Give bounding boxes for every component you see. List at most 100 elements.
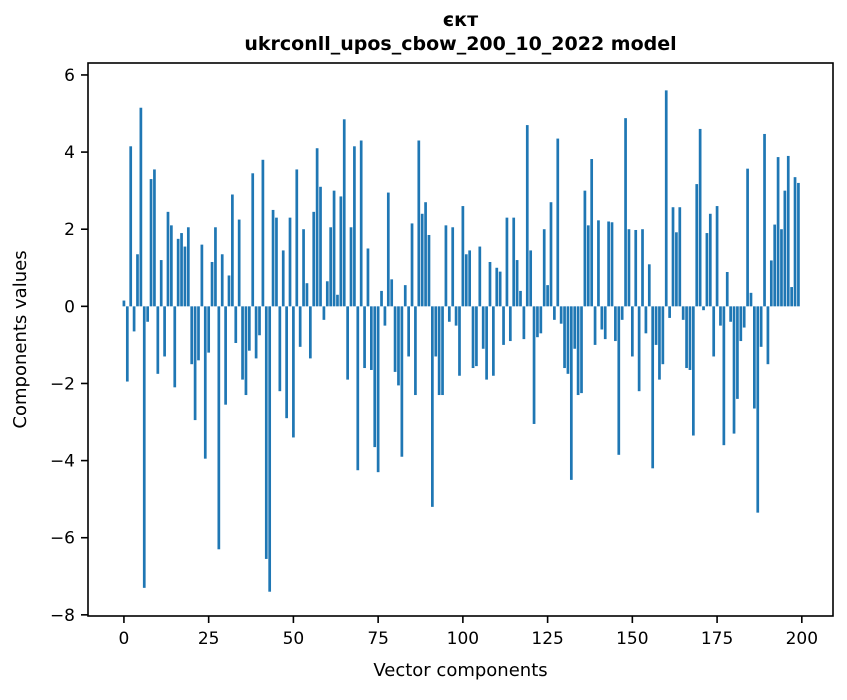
bar-component-131	[566, 306, 570, 374]
bar-component-148	[624, 118, 627, 307]
bar-component-193	[776, 157, 780, 307]
x-tick-label: 50	[283, 629, 305, 649]
bar-component-152	[637, 306, 641, 392]
bar-component-25	[207, 306, 211, 353]
bar-component-34	[237, 219, 241, 307]
bar-component-8	[149, 179, 153, 307]
bar-component-2	[129, 146, 133, 307]
bar-component-37	[247, 306, 251, 351]
bar-component-160	[664, 90, 668, 307]
bar-component-163	[675, 232, 678, 307]
bar-component-98	[454, 306, 458, 326]
x-tick-label: 25	[198, 629, 220, 649]
bar-component-102	[468, 250, 472, 307]
bar-component-63	[336, 294, 339, 307]
y-tick-label: 4	[64, 143, 75, 163]
bar-component-181	[736, 306, 739, 399]
bar-component-198	[793, 177, 797, 307]
bar-component-174	[712, 306, 716, 357]
bar-component-9	[153, 169, 156, 307]
bar-component-20	[190, 306, 194, 365]
x-tick-label: 0	[119, 629, 130, 649]
bar-component-81	[397, 306, 400, 386]
x-tick-label: 100	[447, 629, 479, 649]
bar-component-4	[136, 254, 139, 307]
bar-component-56	[312, 211, 316, 307]
bar-component-73	[370, 306, 373, 370]
bar-component-143	[607, 221, 610, 307]
bar-component-84	[407, 306, 410, 357]
bar-component-114	[508, 306, 512, 342]
bar-component-156	[651, 306, 655, 469]
bar-component-0	[122, 300, 126, 307]
bar-component-89	[424, 202, 427, 307]
bar-component-105	[478, 246, 482, 307]
bar-component-33	[234, 306, 238, 343]
bar-component-123	[539, 306, 543, 334]
bar-component-95	[444, 225, 448, 307]
bar-component-132	[569, 306, 573, 480]
bar-component-100	[461, 206, 465, 307]
bar-component-66	[346, 306, 349, 380]
bar-component-134	[576, 306, 580, 396]
bar-component-12	[163, 306, 166, 357]
bar-component-169	[695, 184, 699, 307]
bar-component-90	[427, 234, 431, 307]
x-tick-label: 150	[616, 629, 648, 649]
bar-component-41	[261, 159, 265, 307]
bar-component-141	[600, 306, 604, 330]
bar-component-74	[373, 306, 377, 448]
bar-component-109	[492, 306, 495, 376]
bar-component-14	[170, 225, 173, 307]
bar-component-108	[488, 261, 492, 307]
bar-component-47	[281, 250, 285, 307]
bar-component-113	[505, 217, 509, 307]
x-tick-label: 200	[786, 629, 818, 649]
bar-component-117	[519, 290, 522, 307]
bar-component-44	[271, 209, 275, 307]
bar-component-50	[292, 306, 295, 438]
bar-component-167	[688, 306, 692, 370]
bar-component-176	[719, 306, 722, 326]
bar-component-175	[715, 206, 719, 307]
bar-component-188	[759, 306, 763, 347]
bar-component-162	[671, 207, 675, 307]
bar-component-180	[732, 306, 736, 434]
bar-component-161	[668, 306, 671, 318]
bar-component-153	[641, 229, 644, 307]
bar-component-5	[139, 107, 143, 307]
y-tick-label: −4	[50, 452, 75, 472]
bar-component-49	[288, 217, 292, 307]
bar-component-29	[220, 254, 224, 307]
bar-component-124	[542, 229, 546, 307]
bar-component-149	[627, 229, 631, 307]
bar-component-80	[393, 306, 397, 372]
bar-component-79	[390, 279, 394, 307]
bar-component-38	[251, 173, 255, 307]
bar-component-110	[495, 267, 499, 307]
bar-component-155	[647, 264, 651, 307]
bar-component-140	[597, 220, 600, 307]
bar-component-16	[176, 238, 180, 307]
bar-component-119	[525, 125, 529, 307]
bar-component-145	[614, 306, 617, 342]
x-tick-label: 125	[531, 629, 563, 649]
x-axis-label: Vector components	[373, 660, 547, 681]
x-axis-ticks: 0 25 50 75 100 125 150 175 200	[119, 616, 818, 649]
bar-component-7	[146, 306, 150, 322]
x-tick-label: 175	[701, 629, 733, 649]
bar-component-46	[278, 306, 282, 392]
bar-component-88	[420, 213, 424, 307]
bar-component-199	[797, 182, 800, 307]
bar-component-125	[546, 285, 549, 307]
bar-component-92	[434, 306, 438, 357]
bar-component-139	[593, 306, 597, 345]
bar-component-19	[186, 227, 190, 307]
bar-component-111	[498, 271, 502, 307]
bar-component-69	[356, 306, 360, 471]
bar-component-62	[332, 190, 336, 307]
bar-component-71	[363, 306, 366, 369]
y-tick-label: 6	[64, 66, 75, 86]
